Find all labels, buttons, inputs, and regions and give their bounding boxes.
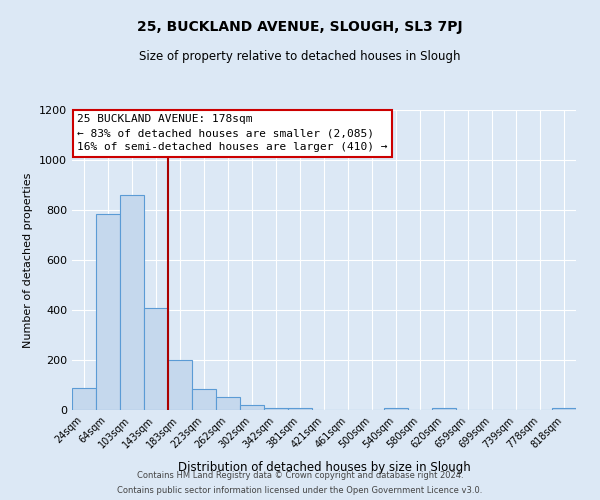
Bar [168, 360, 192, 410]
Bar [144, 308, 168, 410]
Text: 25, BUCKLAND AVENUE, SLOUGH, SL3 7PJ: 25, BUCKLAND AVENUE, SLOUGH, SL3 7PJ [137, 20, 463, 34]
Bar [192, 389, 216, 410]
Bar [432, 408, 456, 410]
X-axis label: Distribution of detached houses by size in Slough: Distribution of detached houses by size … [178, 461, 470, 474]
Bar [264, 408, 288, 410]
Text: Size of property relative to detached houses in Slough: Size of property relative to detached ho… [139, 50, 461, 63]
Bar [384, 408, 408, 410]
Bar [240, 404, 264, 410]
Bar [552, 408, 576, 410]
Text: 25 BUCKLAND AVENUE: 178sqm
← 83% of detached houses are smaller (2,085)
16% of s: 25 BUCKLAND AVENUE: 178sqm ← 83% of deta… [77, 114, 388, 152]
Y-axis label: Number of detached properties: Number of detached properties [23, 172, 34, 348]
Bar [120, 195, 144, 410]
Bar [72, 388, 96, 410]
Bar [96, 214, 120, 410]
Text: Contains public sector information licensed under the Open Government Licence v3: Contains public sector information licen… [118, 486, 482, 495]
Bar [288, 408, 312, 410]
Text: Contains HM Land Registry data © Crown copyright and database right 2024.: Contains HM Land Registry data © Crown c… [137, 471, 463, 480]
Bar [216, 397, 240, 410]
